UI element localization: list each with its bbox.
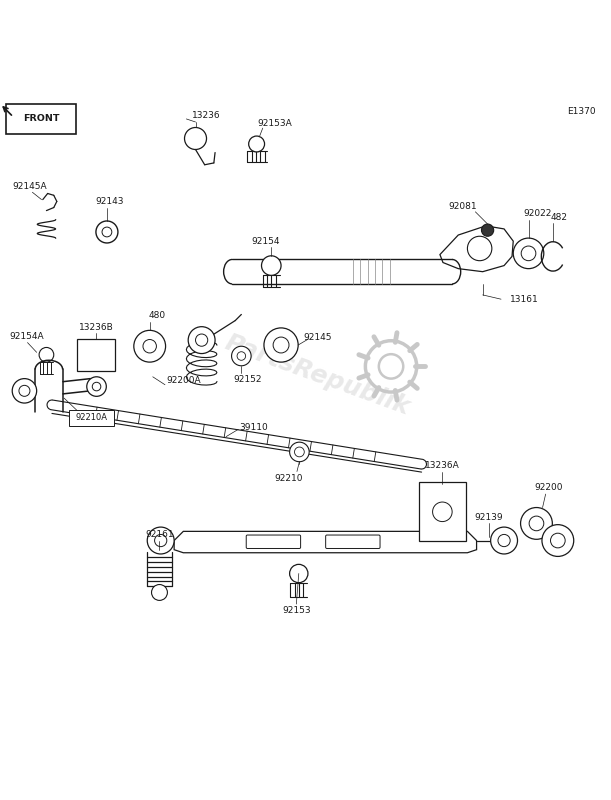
Text: FRONT: FRONT [23,114,60,123]
FancyBboxPatch shape [246,535,301,549]
Text: 92143: 92143 [96,197,124,206]
Circle shape [185,127,207,150]
Text: 92145: 92145 [304,333,332,342]
Text: 482: 482 [551,214,568,222]
Circle shape [290,442,309,462]
Text: PartsRepublik: PartsRepublik [222,331,414,420]
Circle shape [264,328,298,362]
Text: 13236B: 13236B [79,323,113,333]
Text: 92153: 92153 [282,606,310,614]
Text: 92152: 92152 [233,374,262,384]
Circle shape [433,502,452,522]
Circle shape [39,347,54,362]
FancyBboxPatch shape [69,410,114,426]
Text: 92210: 92210 [274,474,302,482]
Text: 92139: 92139 [475,513,503,522]
Circle shape [295,447,304,457]
Text: 92154A: 92154A [9,332,43,341]
Circle shape [188,326,215,354]
Circle shape [12,378,37,403]
Circle shape [290,564,308,582]
Circle shape [262,256,281,275]
Circle shape [155,534,167,546]
FancyBboxPatch shape [419,482,466,541]
Circle shape [96,221,118,243]
Circle shape [249,136,265,152]
Circle shape [491,527,518,554]
Text: 92200: 92200 [535,483,563,493]
Circle shape [196,334,208,346]
Circle shape [542,525,574,557]
Circle shape [551,533,565,548]
Circle shape [273,337,289,353]
Circle shape [237,352,246,360]
Polygon shape [440,226,513,272]
Circle shape [152,585,167,601]
Text: 13236: 13236 [192,111,221,120]
Text: 39110: 39110 [239,423,268,432]
Text: 92161: 92161 [145,530,174,539]
Circle shape [498,534,510,546]
Text: E1370: E1370 [567,106,596,116]
Text: 480: 480 [148,311,166,320]
Circle shape [89,347,103,362]
Circle shape [232,346,251,366]
Text: 92154: 92154 [252,237,280,246]
Text: 92022: 92022 [524,209,552,218]
Circle shape [521,507,552,539]
Circle shape [513,238,544,269]
Circle shape [102,227,112,237]
Text: 92145A: 92145A [12,182,46,190]
Circle shape [521,246,536,261]
Circle shape [87,377,106,396]
Text: 92210A: 92210A [76,414,108,422]
Circle shape [529,516,544,530]
Polygon shape [174,531,477,553]
Circle shape [19,386,30,396]
FancyBboxPatch shape [77,339,115,370]
FancyBboxPatch shape [326,535,380,549]
Text: 92200A: 92200A [166,376,200,385]
Text: 13161: 13161 [510,294,539,304]
Circle shape [143,339,156,353]
FancyBboxPatch shape [6,104,76,134]
Circle shape [481,224,494,236]
Text: 13236A: 13236A [425,462,459,470]
Circle shape [147,527,174,554]
Text: 92153A: 92153A [258,119,292,128]
Text: 92081: 92081 [449,202,477,211]
Circle shape [467,236,492,261]
Circle shape [134,330,166,362]
Circle shape [92,382,101,391]
